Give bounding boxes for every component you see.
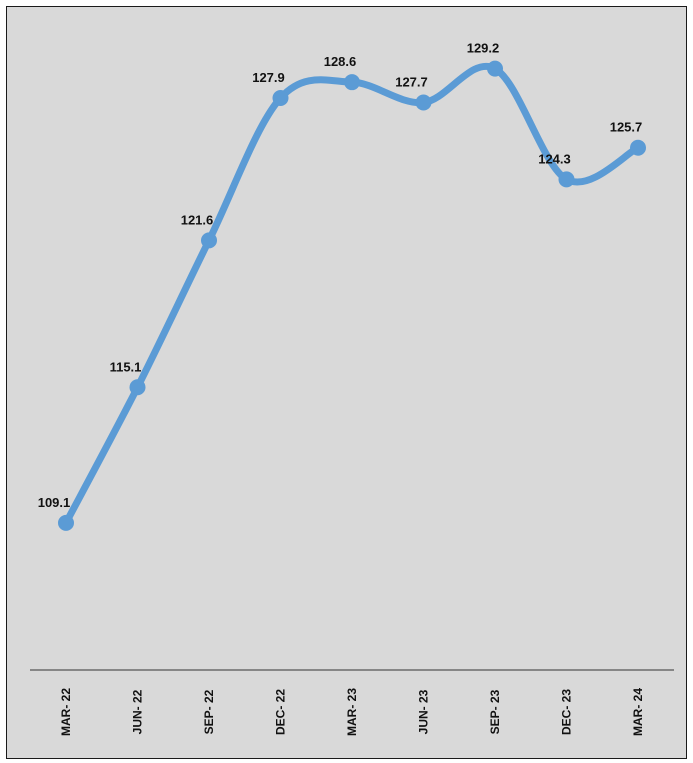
data-point	[558, 171, 575, 188]
data-label: 121.6	[181, 212, 214, 227]
data-point	[129, 379, 146, 396]
series-line	[62, 62, 642, 527]
x-tick-label: MAR- 22	[59, 688, 73, 736]
data-label: 109.1	[38, 495, 71, 510]
x-tick-label: SEP- 23	[488, 689, 502, 734]
x-tick-label: MAR- 24	[631, 688, 645, 736]
x-tick-label: JUN- 22	[131, 689, 145, 734]
data-label: 127.7	[395, 75, 428, 90]
data-point	[630, 139, 646, 156]
data-point	[344, 74, 360, 91]
data-label: 115.1	[110, 359, 142, 374]
data-label: 125.7	[610, 120, 643, 135]
x-tick-label: JUN- 23	[417, 689, 431, 734]
data-label: 124.3	[538, 151, 571, 166]
x-tick-label: DEC- 22	[274, 689, 288, 735]
data-point	[415, 94, 432, 111]
data-point	[272, 90, 289, 106]
x-tick-label: MAR- 23	[345, 688, 359, 736]
x-tick-label: SEP- 22	[202, 689, 216, 734]
data-point	[487, 60, 503, 77]
data-point	[201, 232, 217, 249]
data-label: 128.6	[324, 54, 357, 69]
data-label: 127.9	[252, 70, 285, 85]
x-tick-label: DEC- 23	[560, 689, 574, 735]
data-point	[58, 514, 74, 531]
chart-frame	[6, 6, 687, 759]
data-label: 129.2	[467, 41, 500, 56]
